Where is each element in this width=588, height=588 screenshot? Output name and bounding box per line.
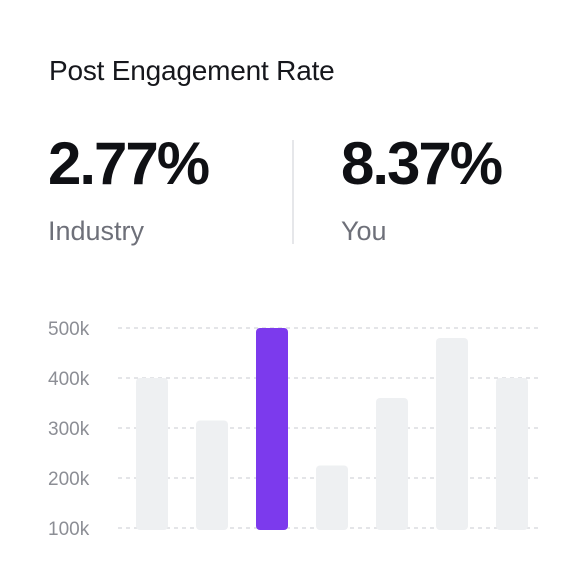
highlighted-bar xyxy=(256,328,288,530)
bar xyxy=(196,420,228,530)
you-stat: 8.37% You xyxy=(341,130,503,248)
stat-divider xyxy=(292,140,294,244)
industry-stat-label: Industry xyxy=(48,216,145,246)
bar xyxy=(496,378,528,530)
bar xyxy=(316,465,348,530)
y-tick-label: 500k xyxy=(48,319,90,340)
card-title: Post Engagement Rate xyxy=(49,55,335,86)
you-stat-value: 8.37% xyxy=(341,130,503,197)
bar xyxy=(436,338,468,530)
y-axis-ticks: 100k 200k 300k 400k 500k xyxy=(48,319,90,540)
you-stat-label: You xyxy=(341,216,387,246)
chart-bars xyxy=(136,328,528,530)
bar xyxy=(136,378,168,530)
y-tick-label: 400k xyxy=(48,369,90,390)
y-tick-label: 200k xyxy=(48,469,90,490)
bar xyxy=(376,398,408,530)
y-tick-label: 300k xyxy=(48,419,90,440)
y-tick-label: 100k xyxy=(48,519,90,540)
industry-stat: 2.77% Industry xyxy=(48,130,210,248)
industry-stat-value: 2.77% xyxy=(48,130,210,197)
